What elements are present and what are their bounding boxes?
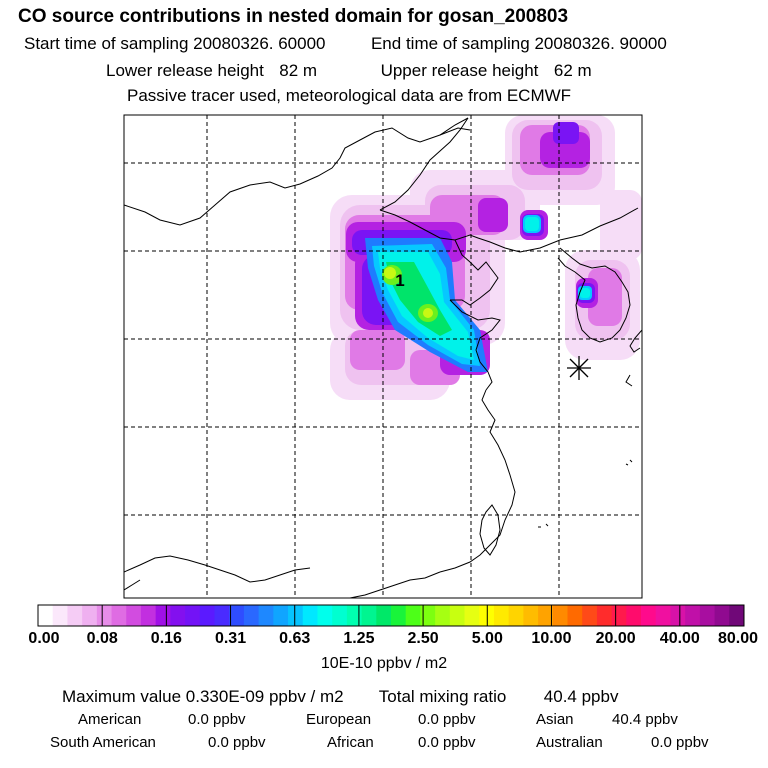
- colorbar-swatch: [567, 605, 583, 626]
- colorbar-frame: [37, 604, 745, 627]
- summary-max-line: Maximum value 0.330E-09 ppbv / m2 Total …: [62, 687, 618, 707]
- receptor-star-icon: [567, 356, 591, 380]
- plume-field: [330, 115, 642, 400]
- colorbar-swatch: [82, 605, 98, 626]
- region-american-value: 0.0 ppbv: [188, 711, 246, 728]
- region-african-label: African: [327, 734, 374, 751]
- colorbar-swatch: [317, 605, 333, 626]
- region-european-label: European: [306, 711, 372, 728]
- colorbar-swatch: [714, 605, 730, 626]
- colorbar-swatch: [302, 605, 318, 626]
- colorbar-swatch: [729, 605, 745, 626]
- upper-release-value: 62 m: [553, 61, 592, 80]
- colorbar-swatch: [596, 605, 613, 626]
- colorbar-tick-label: 5.00: [471, 630, 503, 647]
- colorbar-swatch: [258, 605, 274, 626]
- plot-title: CO source contributions in nested domain…: [18, 6, 569, 27]
- region-australian-label: Australian: [536, 734, 603, 751]
- colorbar-tick-label: 20.00: [595, 630, 636, 647]
- colorbar-swatch: [420, 605, 436, 626]
- colorbar-swatch: [288, 605, 304, 626]
- colorbar-swatch: [538, 605, 554, 626]
- colorbar-tick-label: 0.00: [28, 630, 60, 647]
- colorbar-swatch: [199, 605, 215, 626]
- colorbar-swatch: [626, 605, 642, 626]
- colorbar-swatch: [229, 605, 245, 626]
- region-asian-value: 40.4 ppbv: [612, 711, 678, 728]
- tracer-note: Passive tracer used, meteorological data…: [127, 86, 572, 105]
- colorbar-swatch: [508, 605, 524, 626]
- colorbar-swatch: [376, 605, 392, 626]
- colorbar-swatch: [552, 605, 568, 626]
- region-south-american-value: 0.0 ppbv: [208, 734, 266, 751]
- colorbar-swatch: [243, 605, 260, 626]
- colorbar-swatch: [435, 605, 451, 626]
- region-australian-value: 0.0 ppbv: [651, 734, 709, 751]
- lower-release-value: 82 m: [279, 61, 318, 80]
- region-american-label: American: [78, 711, 142, 728]
- colorbar-swatch: [140, 605, 157, 626]
- colorbar-swatch: [449, 605, 465, 626]
- colorbar-tick-label: 0.31: [214, 630, 247, 647]
- colorbar-swatch: [405, 605, 421, 626]
- end-time-value: 20080326. 90000: [534, 34, 667, 53]
- colorbar-swatch: [38, 605, 54, 626]
- region-european-value: 0.0 ppbv: [418, 711, 476, 728]
- map-frame: [123, 114, 643, 599]
- colorbar-tick-label: 2.50: [407, 630, 439, 647]
- colorbar-tick-label: 0.63: [279, 630, 311, 647]
- colorbar-swatch: [170, 605, 186, 626]
- colorbar-swatch: [273, 605, 289, 626]
- colorbar-swatch: [670, 605, 686, 626]
- lower-release-label: Lower release height: [106, 61, 264, 80]
- colorbar-swatch: [464, 605, 480, 626]
- colorbar-swatch: [67, 605, 83, 626]
- max-value-label: Maximum value: [62, 687, 182, 706]
- colorbar-tick-label: 0.08: [86, 630, 118, 647]
- colorbar-swatch: [111, 605, 127, 626]
- region-african-value: 0.0 ppbv: [418, 734, 476, 751]
- colorbar-swatch: [655, 605, 671, 626]
- colorbar-swatch: [361, 605, 377, 626]
- colorbar-tick-label: 1.25: [343, 630, 375, 647]
- total-mixing-value: 40.4 ppbv: [543, 687, 619, 706]
- region-south-american-label: South American: [50, 734, 156, 751]
- colorbar-tick-label: 80.00: [717, 630, 759, 647]
- colorbar-swatch: [641, 605, 657, 626]
- colorbar-swatch: [52, 605, 68, 626]
- colorbar-swatch: [699, 605, 715, 626]
- start-time-label: Start time of sampling: [24, 34, 189, 53]
- colorbar: [37, 604, 745, 627]
- colorbar-swatch: [582, 605, 598, 626]
- colorbar-unit: 10E-10 ppbv / m2: [320, 655, 448, 672]
- sampling-times: Start time of sampling 20080326. 60000 E…: [24, 34, 667, 54]
- colorbar-swatch: [155, 605, 171, 626]
- colorbar-swatch: [126, 605, 142, 626]
- end-time-label: End time of sampling: [370, 34, 530, 53]
- colorbar-swatch: [523, 605, 539, 626]
- coastlines: [124, 117, 642, 598]
- source-marker-label: 1: [395, 271, 404, 290]
- colorbar-tick-label: 10.00: [531, 630, 572, 647]
- start-time-value: 20080326. 60000: [193, 34, 326, 53]
- colorbar-swatch: [685, 605, 701, 626]
- max-value: 0.330E-09 ppbv / m2: [185, 687, 344, 706]
- colorbar-swatch: [185, 605, 201, 626]
- colorbar-swatch: [96, 605, 112, 626]
- colorbar-swatch: [346, 605, 362, 626]
- colorbar-swatch: [214, 605, 230, 626]
- upper-release-label: Upper release height: [380, 61, 539, 80]
- graticule: [124, 115, 642, 598]
- colorbar-swatch: [391, 605, 407, 626]
- colorbar-swatch: [493, 605, 510, 626]
- release-heights: Lower release height 82 m Upper release …: [106, 61, 592, 81]
- colorbar-swatch: [332, 605, 348, 626]
- colorbar-tick-label: 40.00: [659, 630, 700, 647]
- colorbar-swatch: [611, 605, 627, 626]
- region-asian-label: Asian: [536, 711, 574, 728]
- total-mixing-label: Total mixing ratio: [378, 687, 507, 706]
- colorbar-tick-label: 0.16: [150, 630, 182, 647]
